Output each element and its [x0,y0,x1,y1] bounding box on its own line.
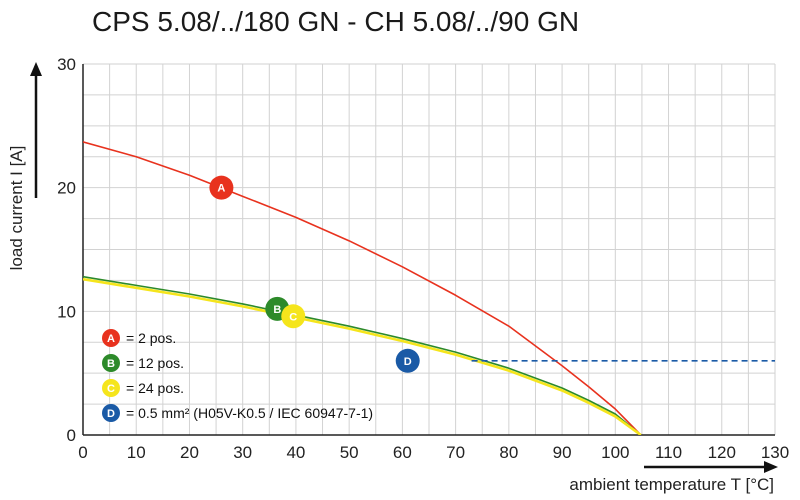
y-tick-label: 30 [57,55,76,74]
x-axis-arrow-head [764,461,778,473]
legend-item-B: B = 12 pos. [102,354,184,372]
legend-swatch-B [102,354,120,372]
x-tick-label: 0 [78,443,87,462]
series-B-line [83,275,642,435]
y-axis-arrow-head [30,62,42,76]
marker-D-label: D [404,356,412,368]
x-tick-label: 120 [708,443,736,462]
legend-key-B: B [107,358,115,370]
x-tick-label: 70 [446,443,465,462]
x-tick-label: 60 [393,443,412,462]
marker-B-label: B [273,304,281,316]
legend-item-C: C = 24 pos. [102,379,184,397]
legend-swatch-D [102,404,120,422]
x-tick-label: 10 [127,443,146,462]
x-axis-label: ambient temperature T [°C] [569,475,774,494]
legend-key-C: C [107,383,115,395]
legend-key-D: D [107,408,115,420]
x-tick-label: 110 [655,443,682,462]
y-tick-label: 10 [57,302,76,321]
legend-swatch-A [102,329,120,347]
legend-text-C: = 24 pos. [126,380,184,396]
x-tick-label: 40 [286,443,305,462]
series-C-line [83,277,642,435]
y-axis-label: load current I [A] [7,146,26,271]
legend-swatch-C [102,379,120,397]
series-A-line [83,141,642,435]
marker-D-circle [395,348,420,373]
x-tick-label: 80 [499,443,518,462]
marker-C-label: C [289,311,297,323]
legend: A = 2 pos. B = 12 pos. C = 24 pos. D = 0.5 mm² … [102,329,373,422]
legend-text-D: = 0.5 mm² (H05V-K0.5 / IEC 60947-7-1) [126,405,373,421]
marker-D: D [395,348,420,373]
legend-item-A: A = 2 pos. [102,329,176,347]
y-tick-label: 0 [67,426,76,445]
legend-text-A: = 2 pos. [126,330,176,346]
marker-A-label: A [217,183,225,195]
x-tick-label: 130 [761,443,789,462]
series-layer [83,141,775,435]
x-tick-label: 30 [233,443,252,462]
x-tick-label: 20 [180,443,199,462]
marker-layer: A BC D [209,175,420,373]
axes: 0 10 20 30 40 50 60 70 80 90 100 110 120 130 0 10 20 30 [57,55,789,462]
chart-title: CPS 5.08/../180 GN - CH 5.08/../90 GN [92,6,580,37]
legend-key-A: A [107,333,115,345]
x-tick-label: 100 [601,443,629,462]
marker-C: C [281,304,306,329]
marker-A-circle [209,175,234,200]
y-tick-label: 20 [57,179,76,198]
legend-text-B: = 12 pos. [126,355,184,371]
x-tick-label: 50 [340,443,359,462]
legend-item-D: D = 0.5 mm² (H05V-K0.5 / IEC 60947-7-1) [102,404,373,422]
marker-C-circle [281,304,306,329]
grid [82,63,776,436]
axis-labels: ambient temperature T [°C] load current I… [7,62,778,494]
marker-A: A [209,175,234,200]
x-tick-label: 90 [553,443,572,462]
